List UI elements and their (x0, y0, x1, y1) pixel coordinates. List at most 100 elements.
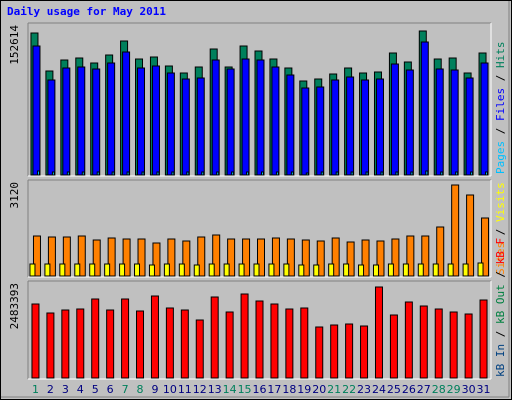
bar-kb-f (225, 311, 234, 379)
legend-files: Files (494, 88, 507, 121)
bar-pages (216, 171, 220, 176)
bar-pages (201, 171, 205, 176)
bar-pages (156, 171, 160, 176)
x-tick-label: 13 (208, 383, 222, 396)
bar-sites (361, 239, 370, 277)
bar-sites (32, 235, 41, 277)
bar-visits (462, 263, 469, 277)
bar-pages (126, 171, 130, 176)
x-tick-label: 21 (327, 383, 341, 396)
legend-sites: Sites (494, 242, 507, 275)
bar-kb-f (180, 309, 189, 379)
bar-files (196, 77, 205, 176)
bar-kb-f (360, 325, 369, 379)
x-tick-label: 5 (92, 383, 99, 396)
bar-kb-f (345, 323, 354, 379)
bar-pages (290, 171, 294, 176)
bar-kb-f (374, 286, 383, 379)
legend-separator: / (494, 68, 507, 88)
legend-pages: Pages (494, 141, 507, 174)
x-tick-label: 11 (178, 383, 192, 396)
bar-files (107, 62, 116, 176)
bar-pages (305, 172, 309, 176)
bar-pages (261, 171, 264, 176)
bar-files (77, 66, 86, 176)
bar-files (211, 59, 220, 176)
bar-visits (313, 264, 320, 277)
bar-files (47, 79, 56, 176)
bar-kb-f (419, 305, 428, 379)
x-tick-label: 9 (151, 383, 158, 396)
bar-files (62, 67, 71, 176)
bar-sites (47, 236, 56, 277)
bar-visits (208, 263, 215, 277)
bar-sites (167, 238, 176, 277)
bar-visits (223, 263, 230, 277)
bar-sites (197, 236, 206, 277)
y-axis-max-label: 152614 (8, 25, 21, 65)
bar-kb-f (46, 312, 55, 379)
x-tick-label: 29 (447, 383, 461, 396)
bar-sites (62, 236, 71, 277)
bar-sites (137, 238, 146, 277)
bar-visits (89, 263, 96, 277)
bar-kb-f (464, 313, 473, 379)
x-tick-label: 30 (462, 383, 476, 396)
bar-visits (193, 264, 200, 277)
bar-pages (231, 171, 235, 176)
bar-sites (406, 235, 415, 277)
bar-kb-f (479, 299, 488, 379)
x-tick-label: 14 (223, 383, 237, 396)
bar-visits (298, 264, 305, 277)
bar-kb-f (31, 303, 40, 379)
bar-sites (286, 238, 295, 277)
bar-kb-f (315, 326, 324, 379)
bar-files (375, 78, 384, 176)
panel-legend: Pages / Files / Hits (494, 42, 507, 175)
bar-visits (29, 263, 36, 277)
bar-pages (186, 171, 190, 176)
x-tick-label: 22 (342, 383, 356, 396)
x-tick-label: 17 (267, 383, 281, 396)
bar-kb-f (300, 307, 309, 379)
bar-sites (301, 239, 310, 277)
bar-sites (481, 217, 490, 277)
x-tick-label: 15 (238, 383, 252, 396)
bar-pages (51, 171, 55, 176)
x-tick-label: 18 (282, 383, 296, 396)
x-tick-label: 20 (312, 383, 326, 396)
bar-pages (335, 171, 339, 176)
bar-sites (182, 240, 191, 277)
bar-sites (466, 194, 475, 277)
x-tick-label: 6 (107, 383, 114, 396)
x-tick-label: 2 (47, 383, 54, 396)
x-tick-label: 3 (62, 383, 69, 396)
bar-files (181, 78, 190, 176)
x-tick-label: 19 (297, 383, 311, 396)
bar-pages (350, 171, 354, 176)
bar-pages (365, 171, 369, 176)
bar-files (420, 41, 429, 176)
bar-visits (74, 263, 81, 277)
bar-files (137, 67, 146, 176)
x-tick-label: 8 (137, 383, 144, 396)
bar-visits (104, 263, 111, 277)
x-tick-label: 27 (417, 383, 431, 396)
x-tick-label: 26 (402, 383, 416, 396)
bar-visits (402, 263, 409, 277)
bar-kb-f (404, 301, 413, 379)
bar-pages (485, 171, 489, 176)
bar-visits (387, 263, 394, 277)
bar-pages (410, 171, 414, 176)
bar-visits (477, 262, 484, 277)
bar-pages (36, 170, 40, 176)
bar-sites (331, 237, 340, 277)
bar-visits (178, 263, 185, 277)
bar-sites (212, 234, 221, 277)
bar-sites (271, 237, 280, 277)
bar-sites (77, 235, 86, 277)
bar-kb-f (61, 309, 70, 379)
bar-sites (92, 239, 101, 277)
x-tick-label: 23 (357, 383, 371, 396)
